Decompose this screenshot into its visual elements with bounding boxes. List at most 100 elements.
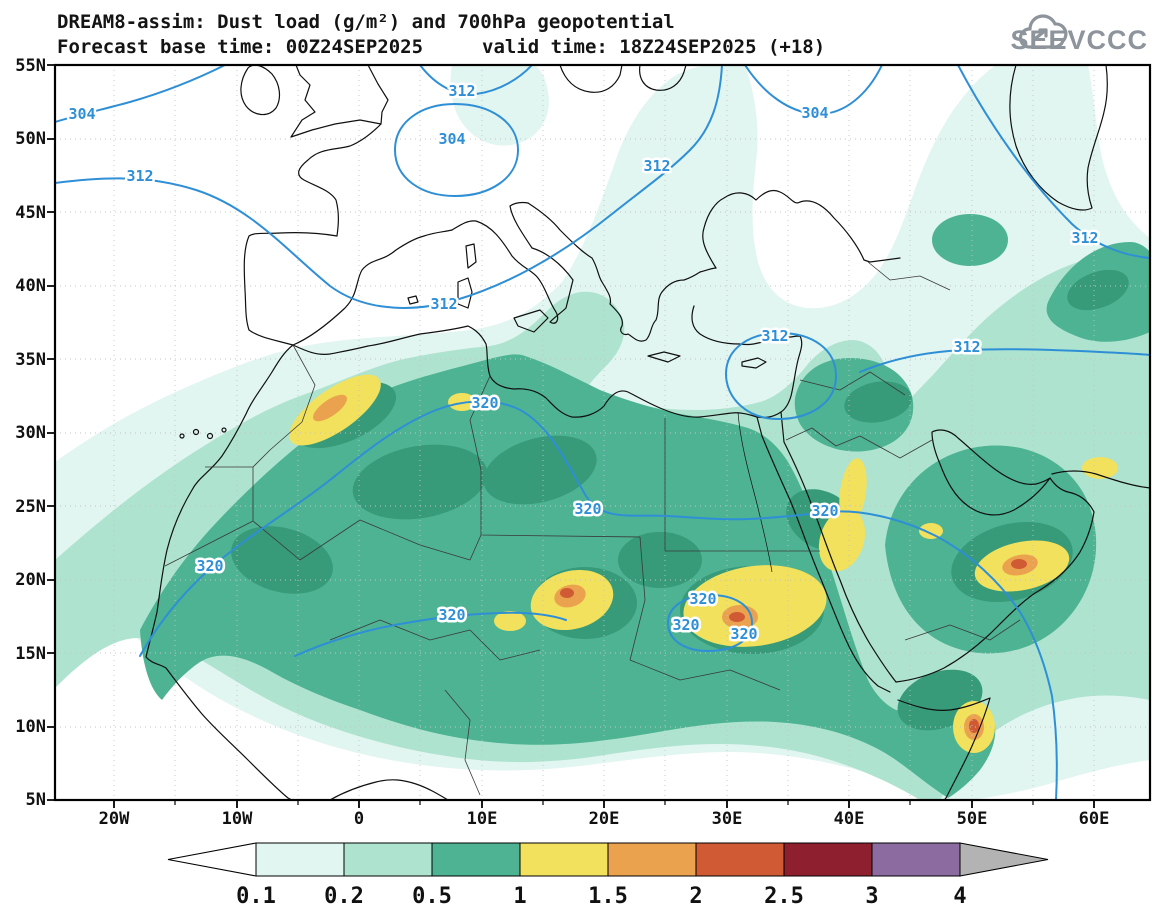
- contour-label: 312: [1071, 229, 1098, 247]
- lat-major-ticks: [47, 64, 55, 801]
- title: DREAM8-assim: Dust load (g/m²) and 700hP…: [57, 11, 675, 33]
- coast-west-africa: [145, 344, 294, 800]
- contour-label: 312: [430, 295, 457, 313]
- lon-label: 10W: [222, 809, 253, 829]
- contour-304-west: [55, 65, 226, 123]
- island-crete: [647, 351, 681, 363]
- coast-balkans-greece: [527, 202, 717, 342]
- subtitle-base-time: Forecast base time: 00Z24SEP2025: [57, 36, 423, 58]
- dust-yellow-cores: [289, 374, 1118, 753]
- contour-label: 320: [471, 394, 498, 412]
- dust-shading: [55, 65, 1150, 800]
- lon-major-ticks: [113, 800, 1095, 808]
- coast-red-sea-west: [761, 435, 891, 693]
- island-majorca: [407, 295, 419, 305]
- colorbar-segment: [607, 842, 697, 877]
- coastlines: [145, 65, 1150, 800]
- colorbar-label: 2: [689, 884, 702, 907]
- contour-312-northeast: [957, 65, 1150, 259]
- contour-label: 312: [761, 327, 788, 345]
- colorbar-label: 0.2: [324, 884, 364, 907]
- lat-label: 45N: [15, 203, 46, 223]
- contour-304-closed-low: [393, 102, 520, 198]
- contour-320-main: [139, 400, 1058, 800]
- colorbar-label: 4: [953, 884, 966, 907]
- lon-label: 60E: [1079, 809, 1110, 829]
- colorbar-label: 3: [865, 884, 878, 907]
- contour-label: 304: [438, 130, 465, 148]
- coast-anatolia-levant-nafrica: [292, 305, 803, 419]
- nile-river: [737, 411, 773, 573]
- contour-label: 320: [438, 606, 465, 624]
- colorbar-segment: [431, 842, 521, 877]
- seevccc-logo-text: SEEVCCC: [1010, 25, 1148, 55]
- island-sicily: [513, 309, 549, 333]
- coast-baltic-hint: [559, 65, 687, 93]
- axis-ticks: [47, 64, 1095, 808]
- contour-labels: 304 312 312 304 312 312 304 312 312 312 …: [66, 80, 1101, 646]
- coast-europe-iberia: [243, 123, 453, 346]
- colorbar-label: 1: [513, 884, 526, 907]
- lat-label: 40N: [15, 276, 46, 296]
- contour-312-cyprus-loop: [724, 331, 838, 421]
- colorbar-segment: [871, 842, 961, 877]
- dust-area-0p1-europe: [450, 65, 549, 146]
- lat-label: 10N: [15, 717, 46, 737]
- contour-label: 304: [68, 105, 95, 123]
- lon-label: 20W: [99, 809, 130, 829]
- contour-label: 312: [126, 167, 153, 185]
- coast-britain: [290, 65, 389, 138]
- colorbar-label: 0.5: [412, 884, 452, 907]
- lat-label: 20N: [15, 570, 46, 590]
- geopotential-contours: [55, 65, 1150, 800]
- contour-312-west: [55, 65, 723, 309]
- lat-label: 25N: [15, 497, 46, 517]
- contour-label: 320: [196, 557, 223, 575]
- header: DREAM8-assim: Dust load (g/m²) and 700hP…: [57, 11, 825, 58]
- colorbar-labels: 0.1 0.2 0.5 1 1.5 2 2.5 3 4: [236, 884, 967, 907]
- lon-label: 10E: [467, 809, 498, 829]
- cloud-arrow-icon: [1034, 28, 1048, 40]
- lon-minor-ticks: [174, 800, 1034, 805]
- lat-label: 30N: [15, 423, 46, 443]
- contour-label: 312: [448, 82, 475, 100]
- contour-312-north: [419, 65, 533, 96]
- colorbar-label: 1.5: [588, 884, 628, 907]
- lat-label: 55N: [15, 56, 46, 76]
- coast-ireland: [240, 65, 281, 116]
- contour-label: 312: [953, 338, 980, 356]
- colorbar-segment: [343, 842, 433, 877]
- lon-label: 30E: [712, 809, 743, 829]
- subtitle-valid-time: valid time: 18Z24SEP2025 (+18): [482, 36, 825, 58]
- contour-304-east-trough: [744, 65, 883, 116]
- island-cyprus: [741, 357, 767, 369]
- colorbar-segment: [783, 842, 873, 877]
- coast-italy: [451, 201, 574, 324]
- lon-label: 50E: [957, 809, 988, 829]
- dust-area-0p5-iran2: [932, 214, 1008, 266]
- colorbar-segment: [695, 842, 785, 877]
- coast-caspian: [1009, 65, 1108, 211]
- dust-red-cores: [560, 559, 1027, 733]
- colorbar-underflow-arrow: [167, 842, 257, 877]
- lat-label: 5N: [26, 790, 46, 810]
- coast-red-sea-east: [783, 441, 897, 683]
- colorbar-segment: [519, 842, 609, 877]
- contour-label: 320: [672, 616, 699, 634]
- contour-312-east: [859, 348, 1150, 373]
- coast-horn-of-africa: [897, 697, 991, 800]
- island-corsica: [465, 243, 477, 269]
- coast-makran: [1051, 470, 1150, 489]
- lon-label: 40E: [834, 809, 865, 829]
- coast-gulf-of-guinea: [329, 779, 449, 800]
- lon-axis: 20W 10W 0 10E 20E 30E 40E 50E 60E: [99, 809, 1110, 829]
- lat-label: 35N: [15, 350, 46, 370]
- lat-label: 15N: [15, 644, 46, 664]
- lat-axis: 55N 50N 45N 40N 35N 30N 25N 20N 15N 10N …: [15, 56, 46, 810]
- map-body: 304 312 312 304 312 312 304 312 312 312 …: [55, 65, 1150, 800]
- contour-label: 304: [801, 104, 828, 122]
- colorbar: 0.1 0.2 0.5 1 1.5 2 2.5 3 4: [167, 842, 1049, 907]
- coast-black-sea: [702, 189, 901, 269]
- colorbar-overflow-arrow: [959, 842, 1049, 877]
- colorbar-label: 2.5: [764, 884, 804, 907]
